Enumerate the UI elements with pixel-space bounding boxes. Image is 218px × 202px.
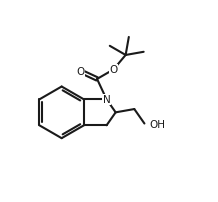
Text: O: O	[76, 67, 85, 77]
Text: N: N	[103, 95, 111, 105]
Text: O: O	[109, 65, 118, 75]
Text: OH: OH	[149, 119, 165, 129]
